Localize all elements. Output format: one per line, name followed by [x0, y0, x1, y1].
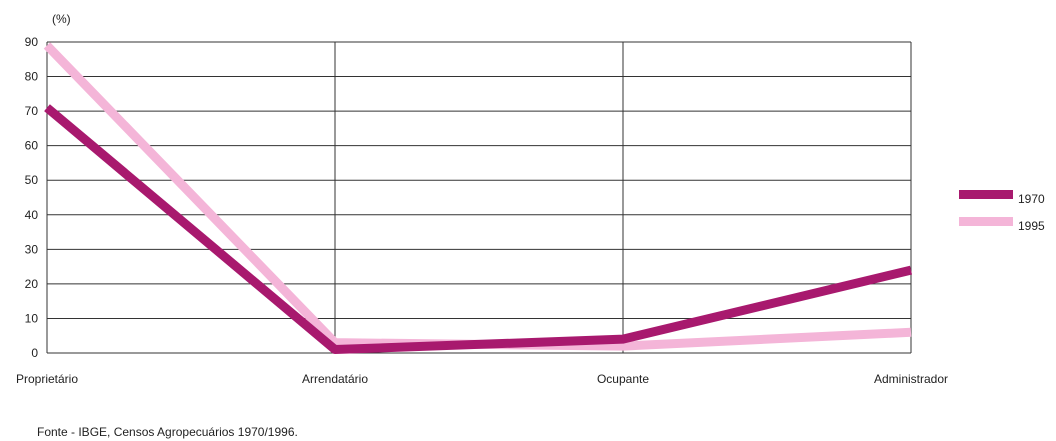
x-tick-labels: Proprietário Arrendatário Ocupante Administ…	[16, 372, 948, 386]
x-tick-label: Administrador	[874, 372, 948, 386]
series-line-1970	[44, 104, 913, 355]
y-tick-label: 80	[25, 70, 39, 84]
y-tick-label: 50	[25, 173, 39, 187]
y-tick-label: 90	[25, 35, 39, 49]
y-tick-label: 0	[31, 346, 38, 360]
y-tick-label: 40	[25, 208, 39, 222]
legend-swatch-1995	[959, 217, 1013, 226]
grid-lines	[46, 41, 912, 354]
y-tick-label: 20	[25, 277, 39, 291]
legend-label: 1995	[1018, 219, 1045, 233]
x-tick-label: Proprietário	[16, 372, 78, 386]
legend: 1970 1995	[959, 190, 1045, 233]
series-lines	[43, 42, 913, 355]
x-tick-label: Ocupante	[597, 372, 649, 386]
x-tick-label: Arrendatário	[302, 372, 368, 386]
source-note: Fonte - IBGE, Censos Agropecuários 1970/…	[37, 425, 298, 439]
legend-label: 1970	[1018, 192, 1045, 206]
legend-swatch-1970	[959, 190, 1013, 199]
y-tick-labels: 0 10 20 30 40 50 60 70 80 90	[25, 35, 39, 360]
y-axis-label: (%)	[52, 12, 71, 26]
y-tick-label: 10	[25, 311, 39, 325]
y-tick-label: 70	[25, 104, 39, 118]
y-tick-label: 30	[25, 242, 39, 256]
y-tick-label: 60	[25, 139, 39, 153]
